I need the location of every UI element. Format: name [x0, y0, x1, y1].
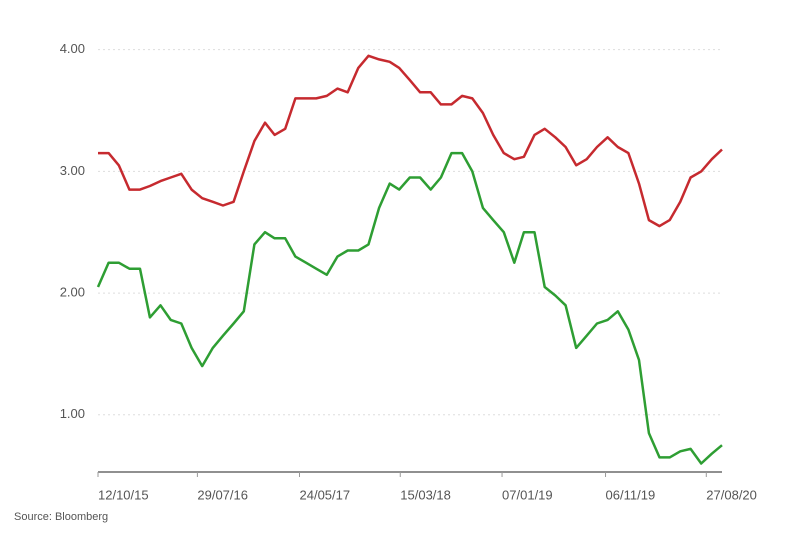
series-line [96, 151, 723, 465]
x-tick-label: 27/08/20 [706, 487, 757, 502]
y-tick-label: 1.00 [60, 406, 85, 421]
y-tick-label: 3.00 [60, 163, 85, 178]
x-tick-label: 24/05/17 [300, 487, 351, 502]
x-tick-label: 15/03/18 [400, 487, 451, 502]
x-tick-label: 06/11/19 [606, 487, 656, 502]
source-note: Source: Bloomberg [14, 511, 108, 523]
series-line [98, 54, 723, 228]
x-tick-label: 29/07/16 [197, 487, 248, 502]
x-tick-label: 07/01/19 [502, 487, 553, 502]
y-tick-label: 2.00 [60, 285, 85, 300]
y-tick-label: 4.00 [60, 41, 85, 56]
x-tick-label: 12/10/15 [98, 487, 149, 502]
